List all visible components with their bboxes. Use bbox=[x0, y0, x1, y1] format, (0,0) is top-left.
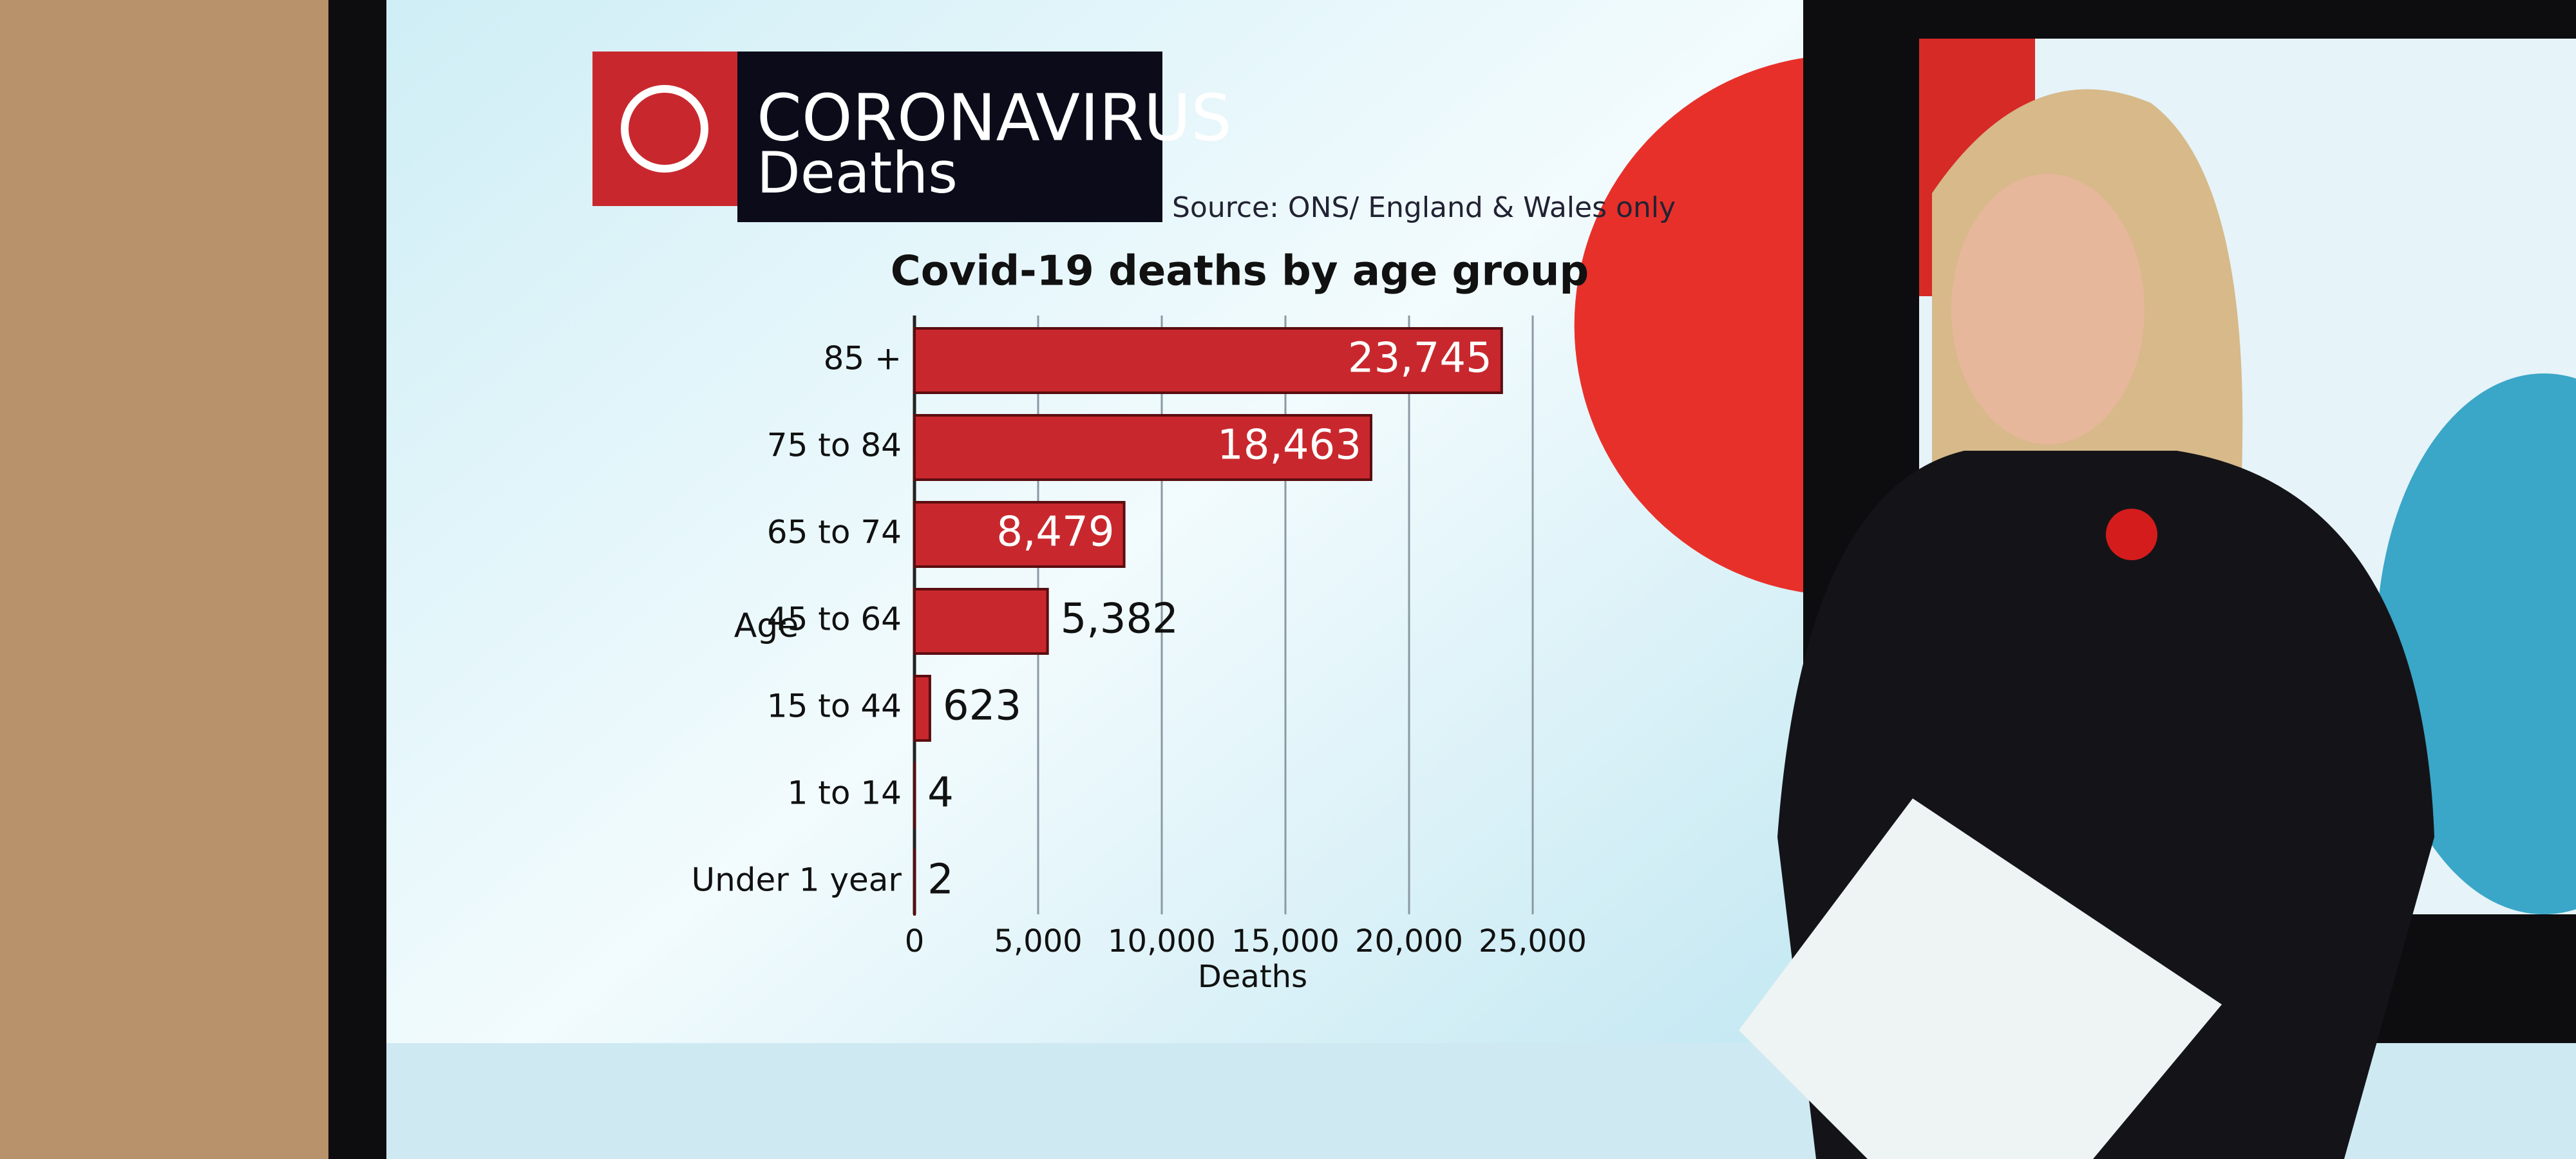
x-tick-label: 0 bbox=[905, 923, 925, 959]
value-label: 8,479 bbox=[996, 509, 1114, 556]
y-tick-label: 75 to 84 bbox=[767, 427, 902, 464]
value-label: 4 bbox=[927, 769, 954, 817]
value-label: 18,463 bbox=[1217, 422, 1361, 469]
paper bbox=[1739, 798, 2222, 1159]
chart-title: Covid-19 deaths by age group bbox=[891, 248, 1589, 296]
value-label: 5,382 bbox=[1061, 596, 1179, 643]
y-tick-label: Under 1 year bbox=[692, 862, 902, 899]
bar bbox=[913, 501, 1126, 568]
value-label: 623 bbox=[943, 683, 1021, 730]
red-circle bbox=[1574, 58, 1803, 592]
x-tick-label: 25,000 bbox=[1479, 923, 1587, 959]
y-tick-label: 65 to 74 bbox=[767, 514, 902, 551]
value-label: 2 bbox=[927, 856, 954, 904]
virus-badge bbox=[592, 52, 737, 206]
y-tick-label: 85 + bbox=[824, 340, 902, 377]
x-axis-label: Deaths bbox=[1198, 959, 1307, 995]
bar bbox=[913, 588, 1049, 655]
y-tick-label: 45 to 64 bbox=[767, 601, 902, 638]
bar bbox=[913, 675, 931, 742]
y-tick-label: 1 to 14 bbox=[788, 775, 902, 812]
x-tick-label: 5,000 bbox=[994, 923, 1082, 959]
plot: 0 5,000 10,000 15,000 20,000 25,000 85 + 23,745… bbox=[692, 316, 1587, 959]
y-tick-label: 15 to 44 bbox=[767, 688, 902, 725]
face bbox=[1951, 174, 2145, 444]
x-tick-label: 10,000 bbox=[1108, 923, 1216, 959]
value-label: 23,745 bbox=[1348, 335, 1492, 382]
x-tick-label: 15,000 bbox=[1231, 923, 1340, 959]
x-tick-label: 20,000 bbox=[1355, 923, 1463, 959]
y-axis-label: Age bbox=[734, 607, 799, 645]
bar bbox=[913, 327, 1503, 394]
source: Source: ONS/ England & Wales only bbox=[1172, 191, 1676, 224]
header-subtitle: Deaths bbox=[757, 140, 958, 206]
bar bbox=[913, 414, 1372, 481]
header-title: CORONAVIRUS bbox=[757, 80, 1232, 155]
header-box bbox=[737, 52, 1162, 222]
virus-icon bbox=[621, 85, 708, 173]
wall-shadow bbox=[0, 0, 335, 1159]
poppy bbox=[2106, 509, 2157, 560]
